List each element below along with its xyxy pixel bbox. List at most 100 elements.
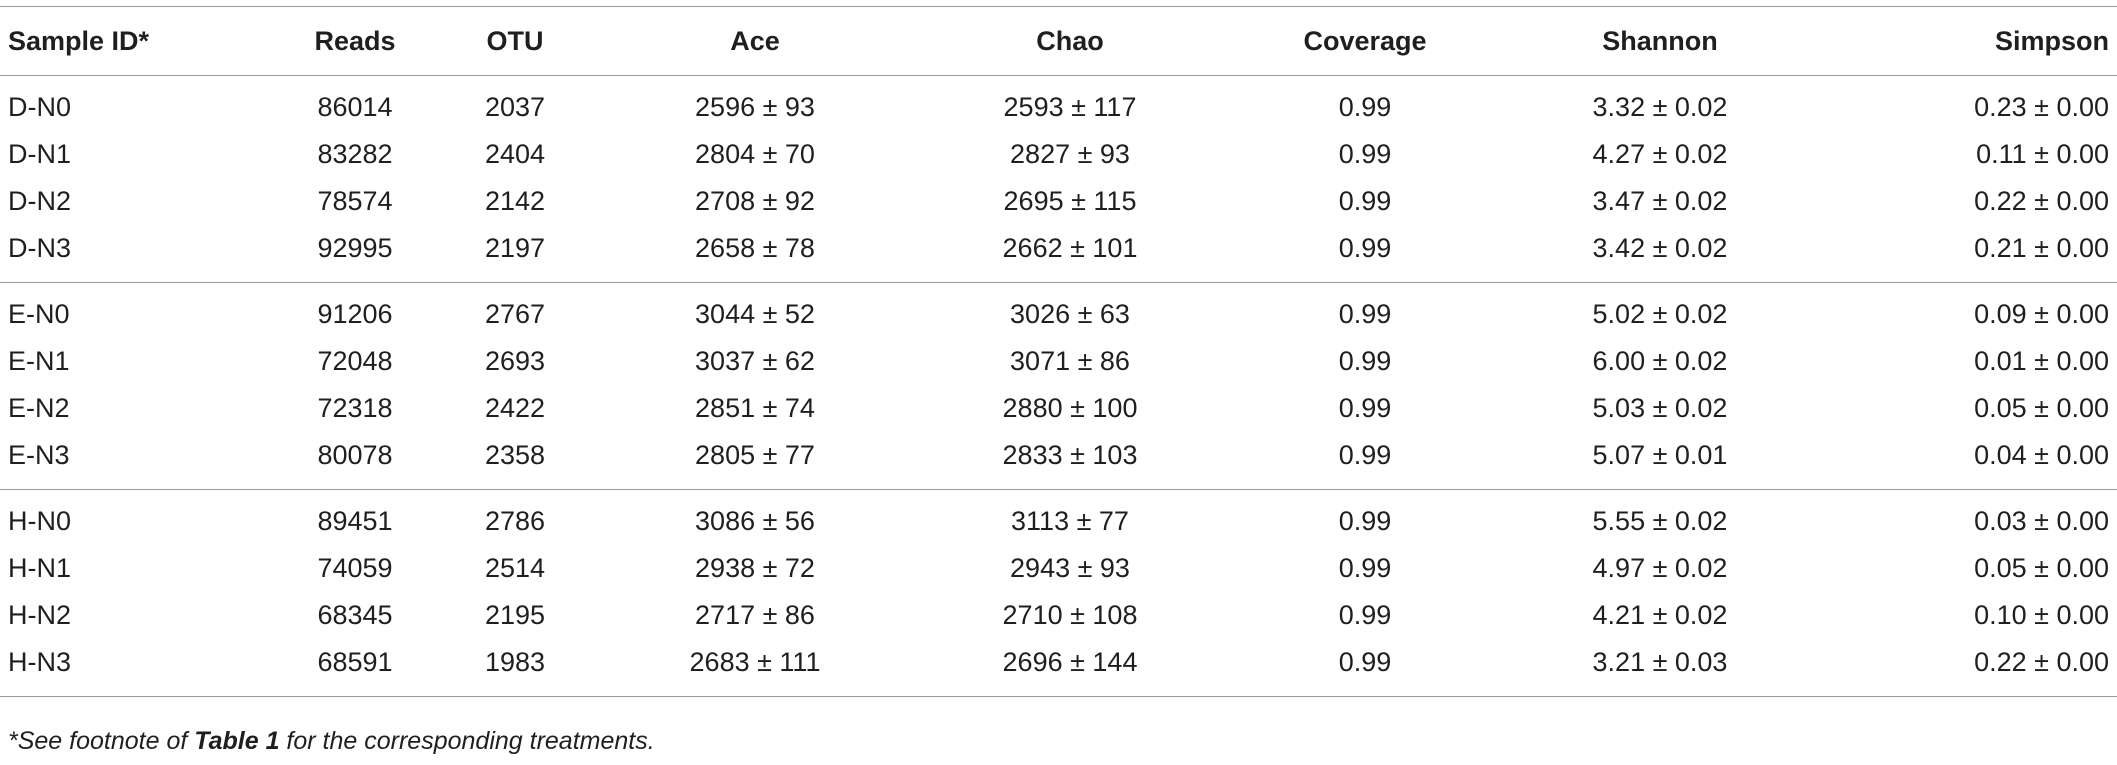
cell-reads: 83282: [317, 139, 393, 169]
cell-otu: 2404: [484, 139, 546, 169]
cell-sample-id: H-N3: [8, 647, 72, 677]
cell-sample-id: E-N1: [8, 346, 70, 376]
cell-otu: 2693: [484, 346, 546, 376]
cell-chao: 2943 ± 93: [1010, 553, 1130, 583]
cell-otu: 2142: [484, 186, 546, 216]
cell-coverage: 0.99: [1338, 647, 1392, 677]
table-row: D-N1 83282 2404 2804 ± 70 2827 ± 93 0.99…: [0, 131, 2117, 178]
table-row: H-N2 68345 2195 2717 ± 86 2710 ± 108 0.9…: [0, 592, 2117, 639]
cell-otu: 2197: [484, 233, 546, 263]
cell-otu: 2037: [484, 92, 546, 122]
column-header-reads: Reads: [314, 25, 396, 56]
cell-shannon: 3.21 ± 0.03: [1592, 647, 1728, 677]
cell-chao: 2833 ± 103: [1002, 440, 1138, 470]
cell-sample-id: H-N1: [8, 553, 72, 583]
cell-reads: 86014: [317, 92, 393, 122]
cell-ace: 2938 ± 72: [695, 553, 815, 583]
column-header-shannon: Shannon: [1602, 25, 1718, 56]
cell-shannon: 5.03 ± 0.02: [1592, 393, 1728, 423]
cell-shannon: 3.32 ± 0.02: [1592, 92, 1728, 122]
table-row: E-N1 72048 2693 3037 ± 62 3071 ± 86 0.99…: [0, 338, 2117, 385]
column-header-otu: OTU: [486, 25, 544, 56]
cell-chao: 3071 ± 86: [1010, 346, 1130, 376]
cell-reads: 78574: [317, 186, 393, 216]
cell-reads: 68345: [317, 600, 393, 630]
column-header-simpson: Simpson: [1994, 25, 2109, 56]
cell-sample-id: E-N2: [8, 393, 70, 423]
table-row: H-N0 89451 2786 3086 ± 56 3113 ± 77 0.99…: [0, 490, 2117, 546]
cell-ace: 2805 ± 77: [695, 440, 815, 470]
cell-otu: 2422: [484, 393, 546, 423]
cell-shannon: 5.55 ± 0.02: [1592, 506, 1728, 536]
table-header: Sample ID* Reads OTU Ace Chao Coverage S…: [0, 6, 2117, 76]
cell-sample-id: D-N1: [8, 139, 72, 169]
cell-ace: 2658 ± 78: [695, 233, 815, 263]
cell-coverage: 0.99: [1338, 92, 1392, 122]
cell-coverage: 0.99: [1338, 139, 1392, 169]
cell-ace: 2851 ± 74: [695, 393, 815, 423]
cell-ace: 3086 ± 56: [695, 506, 815, 536]
cell-coverage: 0.99: [1338, 233, 1392, 263]
cell-simpson: 0.10 ± 0.00: [1974, 600, 2109, 630]
cell-otu: 2514: [484, 553, 546, 583]
cell-simpson: 0.23 ± 0.00: [1974, 92, 2109, 122]
table-footnote: *See footnote of Table 1 for the corresp…: [8, 727, 655, 756]
table-row: H-N1 74059 2514 2938 ± 72 2943 ± 93 0.99…: [0, 545, 2117, 592]
cell-ace: 2708 ± 92: [695, 186, 815, 216]
cell-reads: 74059: [317, 553, 393, 583]
table-row: H-N3 68591 1983 2683 ± 111 2696 ± 144 0.…: [0, 639, 2117, 697]
cell-shannon: 6.00 ± 0.02: [1592, 346, 1728, 376]
cell-simpson: 0.05 ± 0.00: [1974, 553, 2109, 583]
cell-coverage: 0.99: [1338, 440, 1392, 470]
column-header-coverage: Coverage: [1303, 25, 1427, 56]
cell-coverage: 0.99: [1338, 393, 1392, 423]
cell-simpson: 0.03 ± 0.00: [1974, 506, 2109, 536]
cell-simpson: 0.01 ± 0.00: [1974, 346, 2109, 376]
cell-coverage: 0.99: [1338, 299, 1392, 329]
cell-reads: 92995: [317, 233, 393, 263]
table-row: E-N0 91206 2767 3044 ± 52 3026 ± 63 0.99…: [0, 283, 2117, 339]
cell-chao: 2593 ± 117: [1003, 92, 1137, 122]
cell-chao: 2696 ± 144: [1002, 647, 1138, 677]
cell-ace: 3037 ± 62: [695, 346, 815, 376]
table-row: E-N2 72318 2422 2851 ± 74 2880 ± 100 0.9…: [0, 385, 2117, 432]
cell-simpson: 0.04 ± 0.00: [1974, 440, 2109, 470]
cell-reads: 91206: [317, 299, 393, 329]
footnote-prefix: *See footnote of: [8, 727, 195, 755]
cell-shannon: 5.07 ± 0.01: [1592, 440, 1728, 470]
cell-ace: 2717 ± 86: [695, 600, 815, 630]
cell-simpson: 0.05 ± 0.00: [1974, 393, 2109, 423]
cell-sample-id: E-N0: [8, 299, 70, 329]
cell-otu: 2767: [484, 299, 546, 329]
column-header-chao: Chao: [1036, 25, 1104, 56]
cell-otu: 2358: [484, 440, 546, 470]
cell-reads: 72048: [317, 346, 393, 376]
cell-chao: 2827 ± 93: [1010, 139, 1130, 169]
table-row: D-N2 78574 2142 2708 ± 92 2695 ± 115 0.9…: [0, 178, 2117, 225]
header-row: Sample ID* Reads OTU Ace Chao Coverage S…: [0, 6, 2117, 76]
cell-shannon: 3.47 ± 0.02: [1592, 186, 1728, 216]
cell-reads: 72318: [317, 393, 393, 423]
cell-shannon: 4.27 ± 0.02: [1592, 139, 1728, 169]
cell-chao: 2662 ± 101: [1002, 233, 1138, 263]
table-row: D-N0 86014 2037 2596 ± 93 2593 ± 117 0.9…: [0, 76, 2117, 132]
cell-sample-id: D-N2: [8, 186, 72, 216]
cell-chao: 3026 ± 63: [1010, 299, 1130, 329]
cell-reads: 80078: [317, 440, 393, 470]
cell-coverage: 0.99: [1338, 600, 1392, 630]
cell-otu: 2195: [484, 600, 546, 630]
cell-sample-id: H-N2: [8, 600, 72, 630]
cell-chao: 2880 ± 100: [1002, 393, 1138, 423]
table-group-h: H-N0 89451 2786 3086 ± 56 3113 ± 77 0.99…: [0, 489, 2117, 697]
cell-ace: 2596 ± 93: [695, 92, 815, 122]
footnote-suffix: for the corresponding treatments.: [279, 727, 655, 755]
cell-otu: 1983: [484, 647, 546, 677]
cell-shannon: 5.02 ± 0.02: [1592, 299, 1728, 329]
cell-ace: 2804 ± 70: [695, 139, 815, 169]
cell-ace: 2683 ± 111: [689, 647, 821, 677]
cell-reads: 89451: [317, 506, 393, 536]
cell-sample-id: H-N0: [8, 506, 72, 536]
cell-chao: 2695 ± 115: [1003, 186, 1137, 216]
cell-coverage: 0.99: [1338, 346, 1392, 376]
